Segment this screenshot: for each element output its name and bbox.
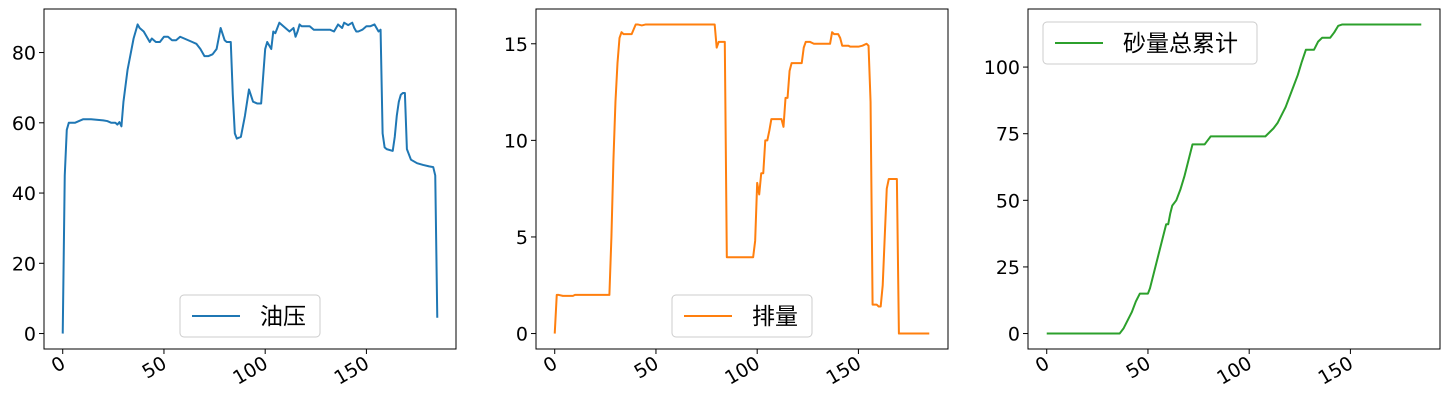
legend: 油压	[179, 294, 321, 338]
legend-label: 排量	[752, 304, 798, 330]
legend-label: 油压	[260, 304, 306, 330]
x-tick-label: 150	[331, 352, 373, 389]
x-tick-label: 50	[631, 352, 663, 383]
y-tick-label: 20	[12, 253, 36, 275]
legend-box	[1042, 21, 1258, 65]
y-tick-label: 100	[984, 57, 1020, 79]
y-tick-label: 0	[1008, 324, 1020, 346]
y-tick-label: 5	[516, 227, 528, 249]
legend: 砂量总累计	[1042, 21, 1258, 65]
x-tick-label: 0	[1032, 352, 1053, 377]
legend-box	[179, 294, 321, 338]
x-tick-label: 100	[1213, 352, 1255, 389]
y-tick-label: 50	[996, 190, 1020, 212]
legend: 排量	[671, 294, 813, 338]
y-tick-label: 60	[12, 113, 36, 135]
subplot-3: 0 25 50 75 100 0 50 100 150 砂量总累计	[984, 8, 1441, 389]
y-tick-label: 15	[504, 34, 528, 56]
legend-label: 砂量总累计	[1123, 31, 1238, 57]
y-tick-label: 75	[996, 124, 1020, 146]
series-line-油压	[61, 21, 439, 334]
y-tick-label: 80	[12, 43, 36, 65]
y-tick-label: 40	[12, 183, 36, 205]
axes-frame	[535, 8, 949, 350]
x-tick-label: 50	[139, 352, 171, 383]
axes-frame	[1027, 8, 1441, 350]
series-line-排量	[553, 23, 930, 335]
x-tick-label: 150	[823, 352, 865, 389]
y-tick-label: 10	[504, 130, 528, 152]
y-tick-label: 25	[996, 257, 1020, 279]
subplot-1: 0 20 40 60 80 0 50 100 150 油压	[12, 8, 457, 389]
x-tick-label: 0	[540, 352, 561, 377]
x-tick-label: 100	[229, 352, 271, 389]
x-tick-label: 100	[721, 352, 763, 389]
axes-frame	[43, 8, 457, 350]
y-tick-label: 0	[516, 324, 528, 346]
x-tick-label: 150	[1315, 352, 1357, 389]
legend-box	[671, 294, 813, 338]
x-tick-label: 50	[1123, 352, 1155, 383]
y-tick-label: 0	[24, 324, 36, 346]
series-line-砂量总累计	[1046, 23, 1422, 335]
x-tick-label: 0	[48, 352, 69, 377]
